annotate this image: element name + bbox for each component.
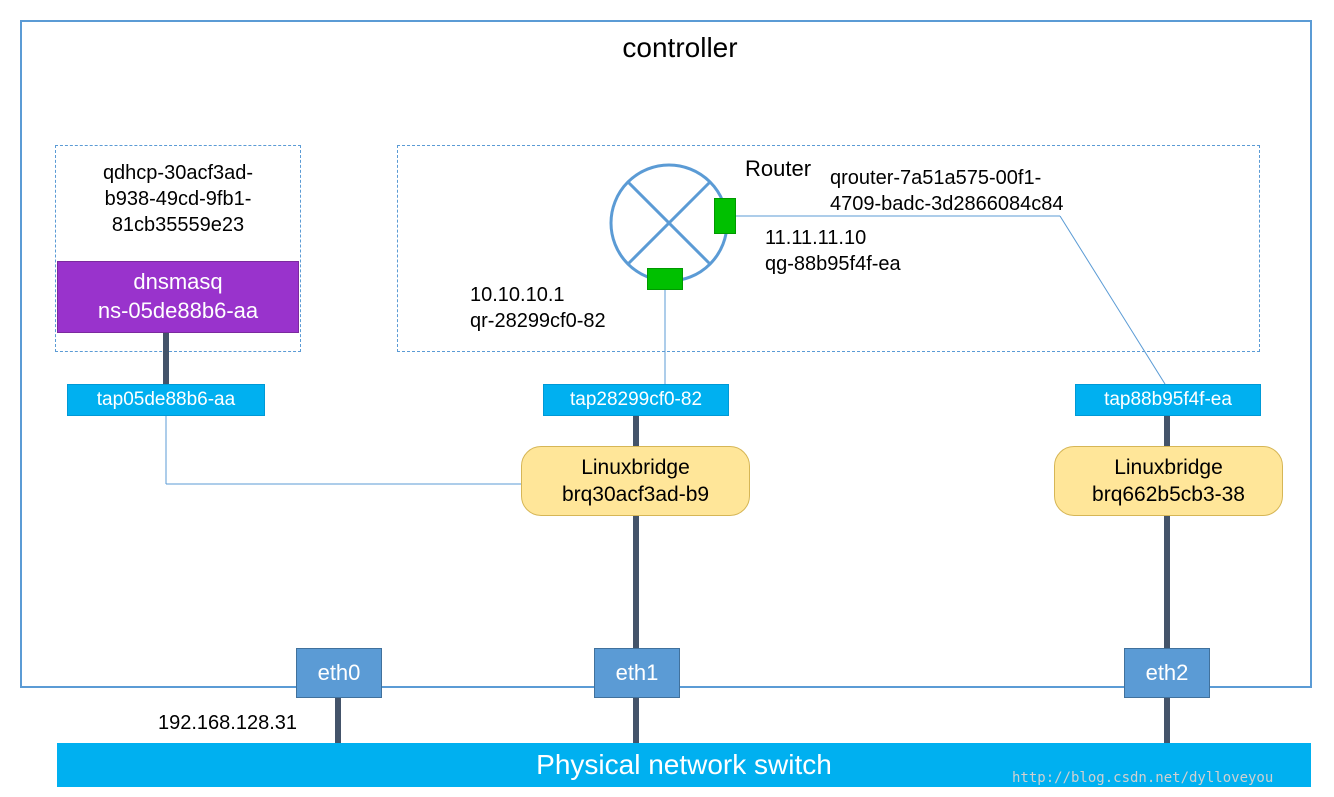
line-tap2-bridge1 bbox=[633, 416, 639, 446]
qr-label: 10.10.10.1 qr-28299cf0-82 bbox=[470, 282, 606, 334]
line-eth0-switch bbox=[335, 698, 341, 743]
dnsmasq-box: dnsmasq ns-05de88b6-aa bbox=[57, 261, 299, 333]
line-bridge1-eth1 bbox=[633, 516, 639, 648]
bridge1-line2: brq30acf3ad-b9 bbox=[522, 481, 749, 508]
tap2-label: tap28299cf0-82 bbox=[570, 389, 702, 411]
controller-title: controller bbox=[580, 32, 780, 64]
bridge2-box: Linuxbridge brq662b5cb3-38 bbox=[1054, 446, 1283, 516]
eth0-ip: 192.168.128.31 bbox=[158, 710, 297, 736]
dnsmasq-line2: ns-05de88b6-aa bbox=[58, 297, 298, 326]
qg-line2: qg-88b95f4f-ea bbox=[765, 253, 901, 275]
eth1-box: eth1 bbox=[594, 648, 680, 698]
qr-line2: qr-28299cf0-82 bbox=[470, 310, 606, 332]
bridge2-line1: Linuxbridge bbox=[1055, 454, 1282, 481]
qr-line1: 10.10.10.1 bbox=[470, 284, 565, 306]
eth0-label: eth0 bbox=[318, 660, 361, 686]
tap1-box: tap05de88b6-aa bbox=[67, 384, 265, 416]
bridge1-box: Linuxbridge brq30acf3ad-b9 bbox=[521, 446, 750, 516]
router-port-bottom bbox=[647, 268, 683, 290]
controller-box bbox=[20, 20, 1312, 688]
dnsmasq-line1: dnsmasq bbox=[58, 268, 298, 297]
qdhcp-label: qdhcp-30acf3ad- b938-49cd-9fb1- 81cb3555… bbox=[55, 160, 301, 238]
eth2-box: eth2 bbox=[1124, 648, 1210, 698]
line-dnsmasq-tap1 bbox=[163, 333, 169, 384]
tap3-label: tap88b95f4f-ea bbox=[1104, 389, 1232, 411]
qdhcp-line2: b938-49cd-9fb1- bbox=[105, 188, 252, 210]
router-label: Router bbox=[745, 155, 811, 184]
qg-label: 11.11.11.10 qg-88b95f4f-ea bbox=[765, 225, 901, 277]
line-eth2-switch bbox=[1164, 698, 1170, 743]
qg-line1: 11.11.11.10 bbox=[765, 227, 866, 249]
bridge2-line2: brq662b5cb3-38 bbox=[1055, 481, 1282, 508]
tap1-label: tap05de88b6-aa bbox=[97, 389, 235, 411]
qdhcp-line3: 81cb35559e23 bbox=[112, 214, 244, 236]
router-port-right bbox=[714, 198, 736, 234]
eth0-box: eth0 bbox=[296, 648, 382, 698]
eth2-label: eth2 bbox=[1146, 660, 1189, 686]
line-bridge2-eth2 bbox=[1164, 516, 1170, 648]
qdhcp-line1: qdhcp-30acf3ad- bbox=[103, 162, 253, 184]
line-eth1-switch bbox=[633, 698, 639, 743]
line-tap3-bridge2 bbox=[1164, 416, 1170, 446]
qrouter-line2: 4709-badc-3d2866084c84 bbox=[830, 193, 1064, 215]
switch-label: Physical network switch bbox=[536, 749, 832, 781]
eth1-label: eth1 bbox=[616, 660, 659, 686]
watermark: http://blog.csdn.net/dylloveyou bbox=[1012, 770, 1273, 786]
tap3-box: tap88b95f4f-ea bbox=[1075, 384, 1261, 416]
tap2-box: tap28299cf0-82 bbox=[543, 384, 729, 416]
qrouter-line1: qrouter-7a51a575-00f1- bbox=[830, 167, 1041, 189]
bridge1-line1: Linuxbridge bbox=[522, 454, 749, 481]
qrouter-label: qrouter-7a51a575-00f1- 4709-badc-3d28660… bbox=[830, 165, 1064, 217]
